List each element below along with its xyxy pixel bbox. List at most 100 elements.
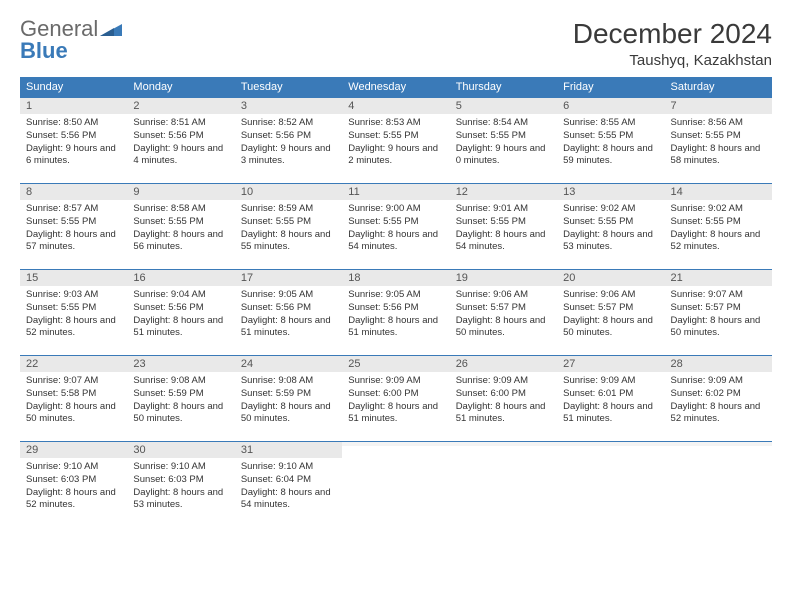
day-number: 4 <box>342 97 449 114</box>
sunset-text: Sunset: 5:59 PM <box>133 388 228 401</box>
daylight-text: Daylight: 8 hours and 54 minutes. <box>456 229 551 255</box>
sunset-text: Sunset: 5:55 PM <box>563 216 658 229</box>
daylight-text: Daylight: 8 hours and 51 minutes. <box>563 401 658 427</box>
sunrise-text: Sunrise: 8:56 AM <box>671 117 766 130</box>
day-header-row: Sunday Monday Tuesday Wednesday Thursday… <box>20 77 772 97</box>
day-cell: 2Sunrise: 8:51 AMSunset: 5:56 PMDaylight… <box>127 97 234 183</box>
day-cell: 13Sunrise: 9:02 AMSunset: 5:55 PMDayligh… <box>557 183 664 269</box>
day-number <box>665 441 772 446</box>
day-data: Sunrise: 8:56 AMSunset: 5:55 PMDaylight:… <box>665 114 772 174</box>
sunset-text: Sunset: 6:02 PM <box>671 388 766 401</box>
day-number: 10 <box>235 183 342 200</box>
day-number: 28 <box>665 355 772 372</box>
sunset-text: Sunset: 6:01 PM <box>563 388 658 401</box>
day-cell: 31Sunrise: 9:10 AMSunset: 6:04 PMDayligh… <box>235 441 342 527</box>
day-cell: 15Sunrise: 9:03 AMSunset: 5:55 PMDayligh… <box>20 269 127 355</box>
daylight-text: Daylight: 8 hours and 55 minutes. <box>241 229 336 255</box>
sunrise-text: Sunrise: 8:57 AM <box>26 203 121 216</box>
daylight-text: Daylight: 8 hours and 52 minutes. <box>26 487 121 513</box>
sunrise-text: Sunrise: 9:09 AM <box>456 375 551 388</box>
sunrise-text: Sunrise: 9:00 AM <box>348 203 443 216</box>
day-data: Sunrise: 8:55 AMSunset: 5:55 PMDaylight:… <box>557 114 664 174</box>
logo-word2: Blue <box>20 38 68 63</box>
sunset-text: Sunset: 5:58 PM <box>26 388 121 401</box>
day-cell: 7Sunrise: 8:56 AMSunset: 5:55 PMDaylight… <box>665 97 772 183</box>
day-number: 17 <box>235 269 342 286</box>
daylight-text: Daylight: 8 hours and 50 minutes. <box>671 315 766 341</box>
day-number: 19 <box>450 269 557 286</box>
calendar-table: Sunday Monday Tuesday Wednesday Thursday… <box>20 77 772 527</box>
sunrise-text: Sunrise: 9:01 AM <box>456 203 551 216</box>
sunrise-text: Sunrise: 9:08 AM <box>133 375 228 388</box>
day-number: 3 <box>235 97 342 114</box>
day-cell: 25Sunrise: 9:09 AMSunset: 6:00 PMDayligh… <box>342 355 449 441</box>
sunrise-text: Sunrise: 8:54 AM <box>456 117 551 130</box>
sunset-text: Sunset: 6:03 PM <box>26 474 121 487</box>
sunrise-text: Sunrise: 9:03 AM <box>26 289 121 302</box>
location: Taushyq, Kazakhstan <box>573 52 772 69</box>
sunset-text: Sunset: 5:55 PM <box>456 216 551 229</box>
day-number: 5 <box>450 97 557 114</box>
sunrise-text: Sunrise: 9:05 AM <box>241 289 336 302</box>
sunrise-text: Sunrise: 9:07 AM <box>671 289 766 302</box>
day-number: 25 <box>342 355 449 372</box>
day-number <box>450 441 557 446</box>
title-block: December 2024 Taushyq, Kazakhstan <box>573 18 772 69</box>
daylight-text: Daylight: 8 hours and 51 minutes. <box>241 315 336 341</box>
day-cell: 5Sunrise: 8:54 AMSunset: 5:55 PMDaylight… <box>450 97 557 183</box>
day-number: 20 <box>557 269 664 286</box>
daylight-text: Daylight: 8 hours and 51 minutes. <box>348 315 443 341</box>
day-number: 24 <box>235 355 342 372</box>
daylight-text: Daylight: 8 hours and 57 minutes. <box>26 229 121 255</box>
month-title: December 2024 <box>573 18 772 50</box>
sunrise-text: Sunrise: 9:09 AM <box>563 375 658 388</box>
day-data: Sunrise: 9:09 AMSunset: 6:01 PMDaylight:… <box>557 372 664 432</box>
day-number <box>557 441 664 446</box>
day-cell: 14Sunrise: 9:02 AMSunset: 5:55 PMDayligh… <box>665 183 772 269</box>
day-cell <box>557 441 664 527</box>
sunset-text: Sunset: 5:56 PM <box>133 302 228 315</box>
sunset-text: Sunset: 5:56 PM <box>348 302 443 315</box>
day-data: Sunrise: 8:59 AMSunset: 5:55 PMDaylight:… <box>235 200 342 260</box>
day-data: Sunrise: 9:02 AMSunset: 5:55 PMDaylight:… <box>665 200 772 260</box>
sunrise-text: Sunrise: 9:08 AM <box>241 375 336 388</box>
day-cell: 27Sunrise: 9:09 AMSunset: 6:01 PMDayligh… <box>557 355 664 441</box>
day-number: 8 <box>20 183 127 200</box>
day-data: Sunrise: 9:09 AMSunset: 6:02 PMDaylight:… <box>665 372 772 432</box>
day-data: Sunrise: 9:07 AMSunset: 5:58 PMDaylight:… <box>20 372 127 432</box>
dayhead-sat: Saturday <box>665 77 772 97</box>
sunset-text: Sunset: 5:55 PM <box>348 216 443 229</box>
sunset-text: Sunset: 5:55 PM <box>671 216 766 229</box>
daylight-text: Daylight: 9 hours and 6 minutes. <box>26 143 121 169</box>
sunset-text: Sunset: 5:55 PM <box>26 216 121 229</box>
day-data: Sunrise: 9:05 AMSunset: 5:56 PMDaylight:… <box>235 286 342 346</box>
day-cell: 11Sunrise: 9:00 AMSunset: 5:55 PMDayligh… <box>342 183 449 269</box>
day-data: Sunrise: 9:03 AMSunset: 5:55 PMDaylight:… <box>20 286 127 346</box>
sunset-text: Sunset: 6:00 PM <box>456 388 551 401</box>
sunset-text: Sunset: 5:57 PM <box>563 302 658 315</box>
day-cell: 22Sunrise: 9:07 AMSunset: 5:58 PMDayligh… <box>20 355 127 441</box>
sunrise-text: Sunrise: 9:10 AM <box>26 461 121 474</box>
sunrise-text: Sunrise: 9:09 AM <box>348 375 443 388</box>
daylight-text: Daylight: 8 hours and 54 minutes. <box>241 487 336 513</box>
daylight-text: Daylight: 8 hours and 53 minutes. <box>133 487 228 513</box>
daylight-text: Daylight: 8 hours and 50 minutes. <box>563 315 658 341</box>
dayhead-wed: Wednesday <box>342 77 449 97</box>
day-data: Sunrise: 9:01 AMSunset: 5:55 PMDaylight:… <box>450 200 557 260</box>
sunset-text: Sunset: 6:00 PM <box>348 388 443 401</box>
daylight-text: Daylight: 8 hours and 52 minutes. <box>671 229 766 255</box>
day-data: Sunrise: 8:58 AMSunset: 5:55 PMDaylight:… <box>127 200 234 260</box>
daylight-text: Daylight: 8 hours and 50 minutes. <box>133 401 228 427</box>
day-number: 15 <box>20 269 127 286</box>
day-number: 27 <box>557 355 664 372</box>
day-cell: 28Sunrise: 9:09 AMSunset: 6:02 PMDayligh… <box>665 355 772 441</box>
sunset-text: Sunset: 5:55 PM <box>671 130 766 143</box>
week-row: 8Sunrise: 8:57 AMSunset: 5:55 PMDaylight… <box>20 183 772 269</box>
day-number: 14 <box>665 183 772 200</box>
sunrise-text: Sunrise: 9:06 AM <box>563 289 658 302</box>
day-number: 11 <box>342 183 449 200</box>
sunset-text: Sunset: 5:55 PM <box>348 130 443 143</box>
day-data: Sunrise: 9:10 AMSunset: 6:04 PMDaylight:… <box>235 458 342 518</box>
sunset-text: Sunset: 5:55 PM <box>133 216 228 229</box>
sunrise-text: Sunrise: 9:06 AM <box>456 289 551 302</box>
